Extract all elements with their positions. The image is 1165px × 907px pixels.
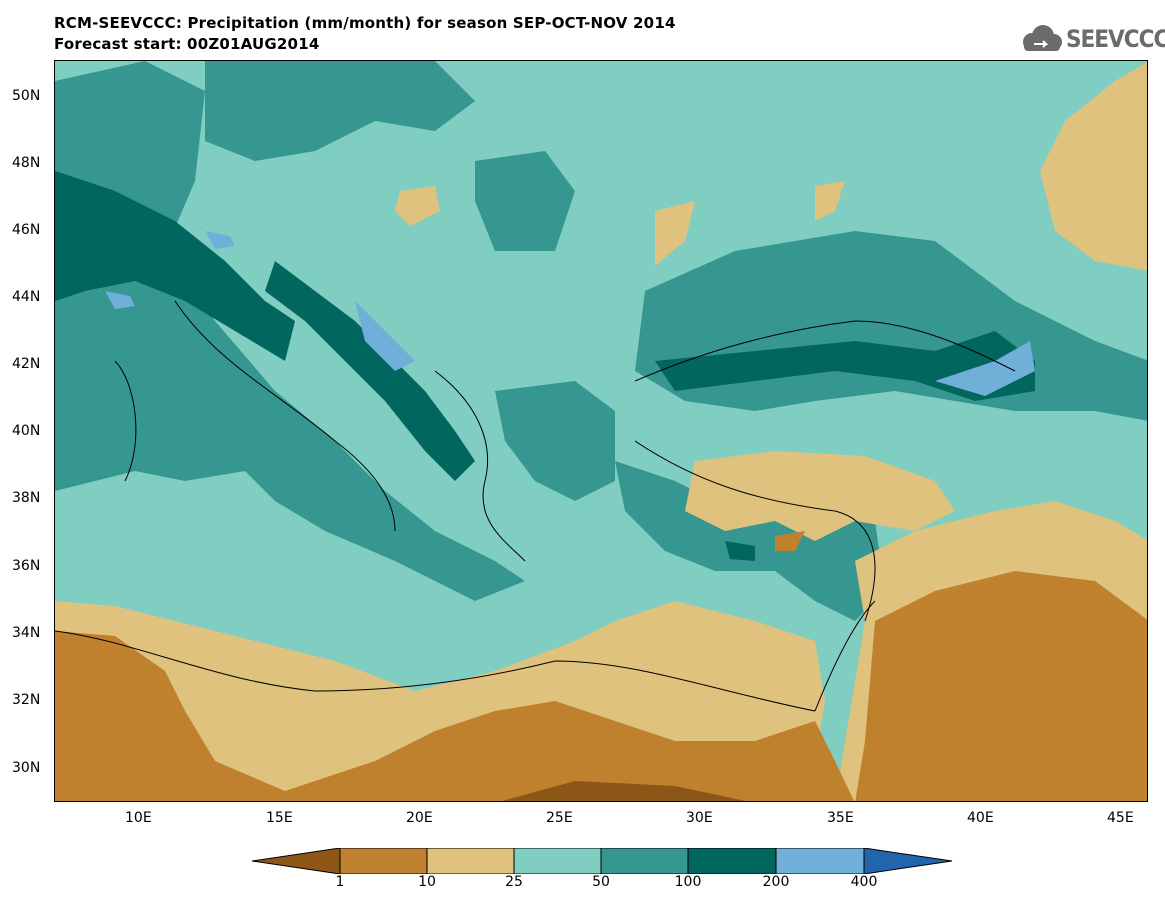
lat-label-44n: 44N bbox=[12, 289, 41, 305]
colorbar-segment-200-400 bbox=[775, 848, 865, 874]
cloud-logo-icon bbox=[1023, 25, 1062, 51]
lat-label-50n: 50N bbox=[12, 88, 41, 104]
colorbar-segment-25-50 bbox=[513, 848, 602, 874]
lat-label-48n: 48N bbox=[12, 155, 41, 171]
legend-label-50: 50 bbox=[592, 874, 610, 890]
lon-label-15e: 15E bbox=[266, 810, 293, 826]
lon-label-30e: 30E bbox=[686, 810, 713, 826]
lat-label-36n: 36N bbox=[12, 558, 41, 574]
lon-label-10e: 10E bbox=[125, 810, 152, 826]
lat-label-34n: 34N bbox=[12, 625, 41, 641]
lon-label-20e: 20E bbox=[406, 810, 433, 826]
dry-zone-anatolia bbox=[685, 451, 955, 541]
colorbar-segment-10-25 bbox=[426, 848, 515, 874]
dry-zone-northeast bbox=[1040, 62, 1147, 271]
legend-label-10: 10 bbox=[418, 874, 436, 890]
precipitation-map bbox=[54, 60, 1148, 802]
map-title: RCM-SEEVCCC: Precipitation (mm/month) fo… bbox=[54, 14, 676, 32]
colorbar-segment-below-1 bbox=[252, 848, 341, 874]
lat-label-32n: 32N bbox=[12, 692, 41, 708]
lat-label-40n: 40N bbox=[12, 423, 41, 439]
lat-label-42n: 42N bbox=[12, 356, 41, 372]
lon-label-45e: 45E bbox=[1107, 810, 1134, 826]
legend-label-400: 400 bbox=[850, 874, 878, 890]
colorbar-segment-above-400 bbox=[863, 848, 953, 874]
precipitation-colorbar bbox=[252, 848, 953, 874]
colorbar-segment-100-200 bbox=[687, 848, 777, 874]
seevccc-logo-text: SEEVCCC bbox=[1066, 25, 1165, 53]
legend-label-25: 25 bbox=[505, 874, 523, 890]
lat-label-46n: 46N bbox=[12, 222, 41, 238]
lon-label-25e: 25E bbox=[546, 810, 573, 826]
forecast-start-subtitle: Forecast start: 00Z01AUG2014 bbox=[54, 35, 320, 53]
lat-label-30n: 30N bbox=[12, 760, 41, 776]
wet-zone-west bbox=[55, 61, 525, 601]
legend-label-200: 200 bbox=[762, 874, 790, 890]
colorbar-segment-50-100 bbox=[600, 848, 689, 874]
colorbar-segment-1-10 bbox=[339, 848, 428, 874]
legend-label-100: 100 bbox=[674, 874, 702, 890]
legend-label-1: 1 bbox=[335, 874, 345, 890]
lat-label-38n: 38N bbox=[12, 490, 41, 506]
lon-label-40e: 40E bbox=[967, 810, 994, 826]
lon-label-35e: 35E bbox=[827, 810, 854, 826]
